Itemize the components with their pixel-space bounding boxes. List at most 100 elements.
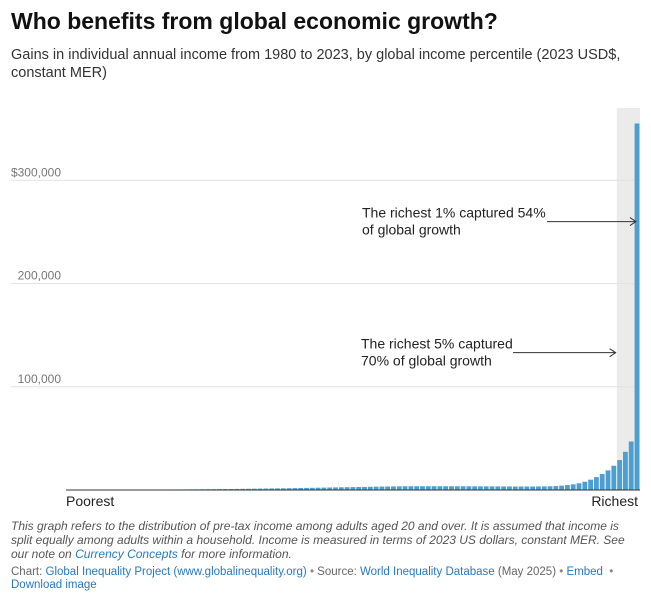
annotation-line-2: of global growth: [362, 222, 461, 238]
bar-percentile-40: [292, 488, 298, 490]
bar-percentile-73: [483, 486, 489, 490]
bar-percentile-59: [402, 486, 408, 490]
x-axis-end-label: Richest: [591, 493, 638, 509]
bar-percentile-74: [489, 486, 495, 490]
bar-percentile-61: [414, 486, 420, 490]
annotation-line-1: The richest 1% captured 54%: [362, 205, 546, 221]
bar-percentile-64: [431, 486, 437, 490]
separator: •: [306, 566, 318, 578]
bar-percentile-98: [628, 441, 634, 490]
bar-percentile-95: [611, 465, 617, 490]
download-image-link[interactable]: Download image: [11, 579, 97, 591]
source-prefix: Source:: [317, 566, 360, 578]
bar-percentile-49: [344, 487, 350, 490]
bar-percentile-81: [530, 486, 536, 490]
annotation-line-1: The richest 5% captured: [361, 336, 513, 352]
bar-percentile-80: [524, 486, 530, 490]
bar-percentile-36: [269, 488, 275, 490]
bar-percentile-46: [327, 487, 333, 490]
bar-percentile-69: [460, 486, 466, 490]
bar-percentile-84: [547, 486, 553, 490]
bar-percentile-39: [286, 488, 292, 490]
bar-percentile-44: [315, 487, 321, 490]
bar-percentile-78: [512, 486, 518, 490]
bar-percentile-53: [367, 486, 373, 490]
y-tick-label: 200,000: [18, 269, 62, 283]
chart-subtitle: Gains in individual annual income from 1…: [11, 47, 621, 81]
bar-percentile-99: [634, 123, 640, 491]
bar-percentile-50: [350, 487, 356, 490]
chart-title: Who benefits from global economic growth…: [11, 8, 498, 34]
bar-percentile-41: [298, 488, 304, 490]
bar-percentile-75: [495, 486, 501, 490]
bar-percentile-66: [443, 486, 449, 490]
y-tick-label: 100,000: [18, 372, 62, 386]
bar-percentile-94: [605, 470, 611, 490]
annotation-arrow-head: [609, 348, 617, 358]
footnote-text: This graph refers to the distribution of…: [11, 519, 625, 561]
bar-percentile-45: [321, 487, 327, 490]
bar-percentile-48: [338, 487, 344, 490]
bar-percentile-77: [507, 486, 512, 490]
annotation-line-2: 70% of global growth: [361, 353, 492, 369]
bar-percentile-91: [588, 479, 594, 490]
bar-percentile-57: [391, 486, 396, 490]
bar-percentile-60: [408, 486, 414, 490]
bar-percentile-79: [518, 486, 524, 490]
bar-percentile-71: [472, 486, 478, 490]
currency-concepts-link[interactable]: Currency Concepts: [75, 547, 178, 561]
bar-percentile-52: [362, 486, 367, 490]
bar-percentile-35: [263, 488, 269, 490]
source-date: (May 2025): [497, 566, 557, 578]
y-tick-label: $300,000: [11, 165, 61, 179]
bar-percentile-88: [570, 484, 576, 490]
chart-credit-prefix: Chart:: [11, 566, 46, 578]
bar-percentile-90: [582, 481, 588, 490]
bar-percentile-72: [478, 486, 483, 490]
x-axis-start-label: Poorest: [66, 493, 114, 509]
bar-percentile-42: [304, 487, 309, 490]
separator: •: [556, 566, 567, 578]
bar-percentile-62: [420, 486, 425, 490]
bar-percentile-83: [541, 486, 547, 490]
chart-footer: Chart: Global Inequality Project (www.gl…: [11, 566, 641, 592]
world-inequality-database-link[interactable]: World Inequality Database: [360, 566, 495, 578]
embed-link[interactable]: Embed: [566, 566, 603, 578]
footnote-text-end: for more information.: [177, 547, 292, 561]
bar-percentile-55: [379, 486, 385, 490]
annotation-arrow-head: [629, 217, 637, 226]
bar-percentile-65: [437, 486, 443, 490]
top-percentiles-band: [616, 108, 640, 490]
bar-percentile-82: [536, 486, 541, 490]
chart-area: 100,000 200,000 $300,000 Poorest Richest T…: [11, 108, 640, 509]
footnote: This graph refers to the distribution of…: [11, 519, 641, 561]
bar-percentile-85: [553, 486, 559, 490]
global-inequality-link[interactable]: Global Inequality Project (www.globaline…: [45, 566, 307, 578]
bar-percentile-38: [280, 488, 286, 490]
bar-percentile-63: [425, 486, 431, 490]
bar-percentile-47: [333, 487, 338, 490]
bar-percentile-33: [251, 488, 257, 490]
bar-percentile-89: [576, 483, 582, 490]
bar-percentile-97: [623, 451, 628, 490]
bar-percentile-68: [454, 486, 460, 490]
bar-percentile-86: [559, 485, 565, 490]
bar-percentile-43: [309, 487, 315, 490]
bar-percentile-92: [594, 477, 599, 490]
bar-percentile-96: [617, 460, 623, 490]
bar-percentile-34: [257, 488, 263, 490]
separator: •: [602, 566, 614, 578]
bar-percentile-58: [396, 486, 402, 490]
bar-percentile-54: [373, 486, 379, 490]
bar-percentile-70: [466, 486, 472, 490]
bar-percentile-37: [275, 488, 280, 490]
bar-percentile-31: [240, 488, 246, 490]
bar-percentile-67: [449, 486, 454, 490]
bar-percentile-56: [385, 486, 391, 490]
bar-percentile-76: [501, 486, 507, 490]
bar-percentile-29: [228, 488, 234, 490]
bar-percentile-51: [356, 486, 362, 490]
bar-percentile-93: [599, 473, 605, 490]
bar-percentile-32: [246, 488, 251, 490]
bar-percentile-30: [234, 488, 240, 490]
